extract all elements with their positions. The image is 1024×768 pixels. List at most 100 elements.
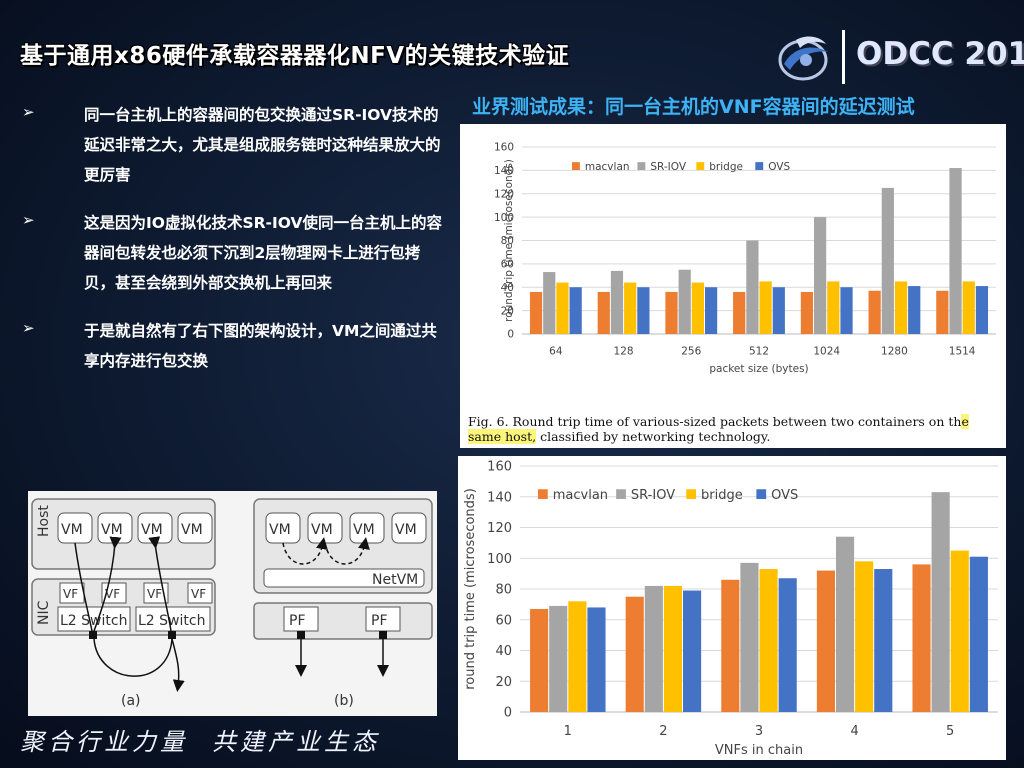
bar-macvlan (936, 290, 949, 334)
y-tick-label: 140 (487, 490, 512, 505)
y-tick-label: 60 (495, 613, 512, 628)
y-tick-label: 0 (507, 329, 514, 341)
bar-macvlan (665, 291, 678, 334)
bar-ovs (874, 569, 893, 712)
legend-label: macvlan (585, 161, 630, 173)
bar-ovs (975, 286, 989, 334)
figure-caption: Fig. 6. Round trip time of various-sized… (468, 414, 1002, 444)
diagram-a-label: (a) (121, 693, 141, 709)
switch-label: L2 Switch (138, 613, 205, 629)
slogan-part-1: 聚合行业力量 (20, 728, 188, 756)
legend-swatch (616, 489, 626, 499)
x-tick-label: 64 (549, 346, 563, 358)
bar-sr-iov (678, 269, 691, 334)
x-tick-label: 256 (681, 346, 701, 358)
legend-label: macvlan (553, 488, 608, 503)
bar-ovs (683, 590, 702, 712)
x-tick-label: 2 (659, 724, 667, 739)
bar-sr-iov (949, 168, 962, 334)
x-tick-label: 1024 (813, 346, 840, 358)
bar-macvlan (733, 291, 746, 334)
legend-label: OVS (768, 161, 790, 173)
y-tick-label: 20 (495, 675, 512, 690)
x-tick-label: 1 (564, 724, 572, 739)
nic-label: NIC (36, 600, 52, 625)
y-tick-label: 120 (487, 521, 512, 536)
y-axis-label: round trip time (microseconds) (503, 159, 515, 322)
y-tick-label: 80 (495, 583, 512, 598)
legend-label: bridge (709, 161, 743, 173)
bar-macvlan (800, 291, 814, 334)
y-tick-label: 160 (494, 142, 514, 154)
legend-swatch (756, 489, 767, 499)
bar-sr-iov (881, 187, 894, 334)
bullet-text: 于是就自然有了右下图的架构设计，VM之间通过共享内存进行包交换 (84, 322, 437, 370)
bar-ovs (587, 607, 606, 712)
bar-bridge (759, 569, 778, 712)
bar-bridge (827, 281, 840, 334)
bullet-arrow-icon: ➢ (22, 103, 35, 121)
vf-label: VF (191, 587, 206, 601)
bar-bridge (962, 281, 975, 334)
bar-sr-iov (610, 270, 624, 334)
bar-macvlan (912, 564, 931, 712)
bar-ovs (569, 287, 582, 334)
x-tick-label: 1280 (881, 346, 908, 358)
bullet-item: ➢ 于是就自然有了右下图的架构设计，VM之间通过共享内存进行包交换 (22, 316, 442, 376)
logo-divider (842, 30, 845, 84)
bar-macvlan (530, 608, 549, 712)
bar-ovs (704, 287, 718, 334)
bar-macvlan (597, 291, 610, 334)
bar-bridge (568, 601, 587, 712)
bullet-item: ➢ 这是因为IO虚拟化技术SR-IOV使同一台主机上的容器间包转发也必须下沉到2… (22, 208, 442, 298)
y-tick-label: 100 (487, 552, 512, 567)
y-tick-label: 140 (494, 165, 514, 177)
packet-size-chart-panel: 0 20 40 60 80 100 120 140 160 64 128 256 512 1024 1280… (460, 124, 1006, 448)
caption-text-end: classified by networking technology. (536, 429, 771, 444)
odcc-logo-icon (778, 36, 828, 81)
bar-macvlan (625, 596, 644, 712)
vm-label: VM (61, 522, 83, 538)
slogan-part-2: 共建产业生态 (212, 728, 380, 756)
bar-ovs (772, 287, 785, 334)
caption-text: Fig. 6. Round trip time of various-sized… (468, 414, 962, 429)
legend-label: OVS (771, 488, 798, 503)
legend-swatch (755, 162, 764, 170)
bar-macvlan (868, 290, 881, 334)
x-tick-label: 512 (749, 346, 769, 358)
pf-label: PF (371, 613, 388, 629)
bar-macvlan (721, 579, 740, 712)
logo-text: ODCC 2016 (856, 36, 1024, 72)
vm-label: VM (181, 522, 203, 538)
bar-bridge (663, 585, 683, 712)
bar-sr-iov (835, 536, 855, 712)
legend-swatch (572, 162, 580, 170)
slogan: 聚合行业力量 共建产业生态 (20, 722, 380, 757)
vf-label: VF (147, 587, 162, 601)
y-tick-label: 60 (501, 259, 514, 271)
bullet-text: 这是因为IO虚拟化技术SR-IOV使同一台主机上的容器间包转发也必须下沉到2层物… (84, 214, 442, 292)
vf-label: VF (105, 587, 120, 601)
vm-label: VM (141, 522, 163, 538)
bar-sr-iov (740, 562, 759, 712)
pf-label: PF (289, 613, 306, 629)
bar-ovs (969, 556, 988, 712)
x-tick-label: 128 (614, 346, 634, 358)
bar-ovs (778, 578, 797, 712)
y-tick-label: 120 (494, 188, 514, 200)
vm-label: VM (269, 522, 291, 538)
vnf-chain-chart-panel: 0 20 40 60 80 100 120 140 160 1 2 3 4 5 VNFs in chain r… (458, 456, 1006, 760)
bar-bridge (950, 550, 969, 712)
bar-bridge (894, 281, 908, 334)
bullet-arrow-icon: ➢ (22, 319, 35, 337)
y-tick-label: 0 (504, 706, 512, 721)
bar-bridge (624, 282, 637, 334)
bar-ovs (637, 287, 650, 334)
vnf-chain-chart: 0 20 40 60 80 100 120 140 160 1 2 3 4 5 VNFs in chain r… (463, 460, 998, 758)
bullet-arrow-icon: ➢ (22, 211, 35, 229)
legend-swatch (637, 162, 646, 170)
bar-bridge (855, 561, 874, 712)
bar-bridge (556, 282, 569, 334)
x-axis-label: packet size (bytes) (709, 363, 808, 375)
legend-label: SR-IOV (650, 161, 687, 173)
